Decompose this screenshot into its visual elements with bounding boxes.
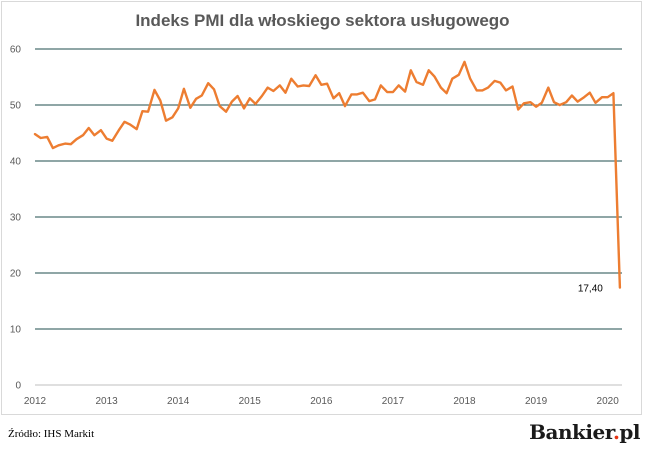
x-tick-label: 2018 <box>453 396 476 407</box>
x-tick-label: 2017 <box>382 396 405 407</box>
grid-lines <box>35 48 622 386</box>
x-tick-label: 2015 <box>239 396 262 407</box>
brand-tld: pl <box>619 420 640 444</box>
series-layer <box>33 60 622 289</box>
y-tick-label: 50 <box>10 101 22 112</box>
y-tick-label: 40 <box>10 157 22 168</box>
y-tick-label: 10 <box>10 325 22 336</box>
annotation-layer: 17,40 <box>578 284 603 295</box>
x-tick-label: 2014 <box>167 396 190 407</box>
x-tick-label: 2020 <box>597 396 620 407</box>
chart-frame <box>1 1 642 415</box>
y-tick-label: 30 <box>10 213 22 224</box>
x-tick-label: 2016 <box>310 396 333 407</box>
x-tick-label: 2012 <box>24 396 47 407</box>
y-tick-label: 60 <box>10 45 22 56</box>
brand-name: Bankier <box>529 420 613 444</box>
series-line-0 <box>33 60 622 289</box>
last-value-label: 17,40 <box>578 284 603 295</box>
x-tick-label: 2013 <box>95 396 118 407</box>
x-axis-ticks: 2012 2013 2014 2015 2016 2017 2018 2019 2020 <box>24 396 619 407</box>
chart-title: Indeks PMI dla włoskiego sektora usługow… <box>135 11 510 30</box>
y-axis-ticks: 0 10 20 30 40 50 60 <box>10 45 22 392</box>
y-tick-label: 0 <box>15 381 21 392</box>
x-tick-label: 2019 <box>525 396 548 407</box>
source-note: Źródło: IHS Markit <box>8 428 95 440</box>
brand-dot: . <box>612 420 620 444</box>
brand-logo: Bankier.pl <box>529 420 640 444</box>
y-tick-label: 20 <box>10 269 22 280</box>
